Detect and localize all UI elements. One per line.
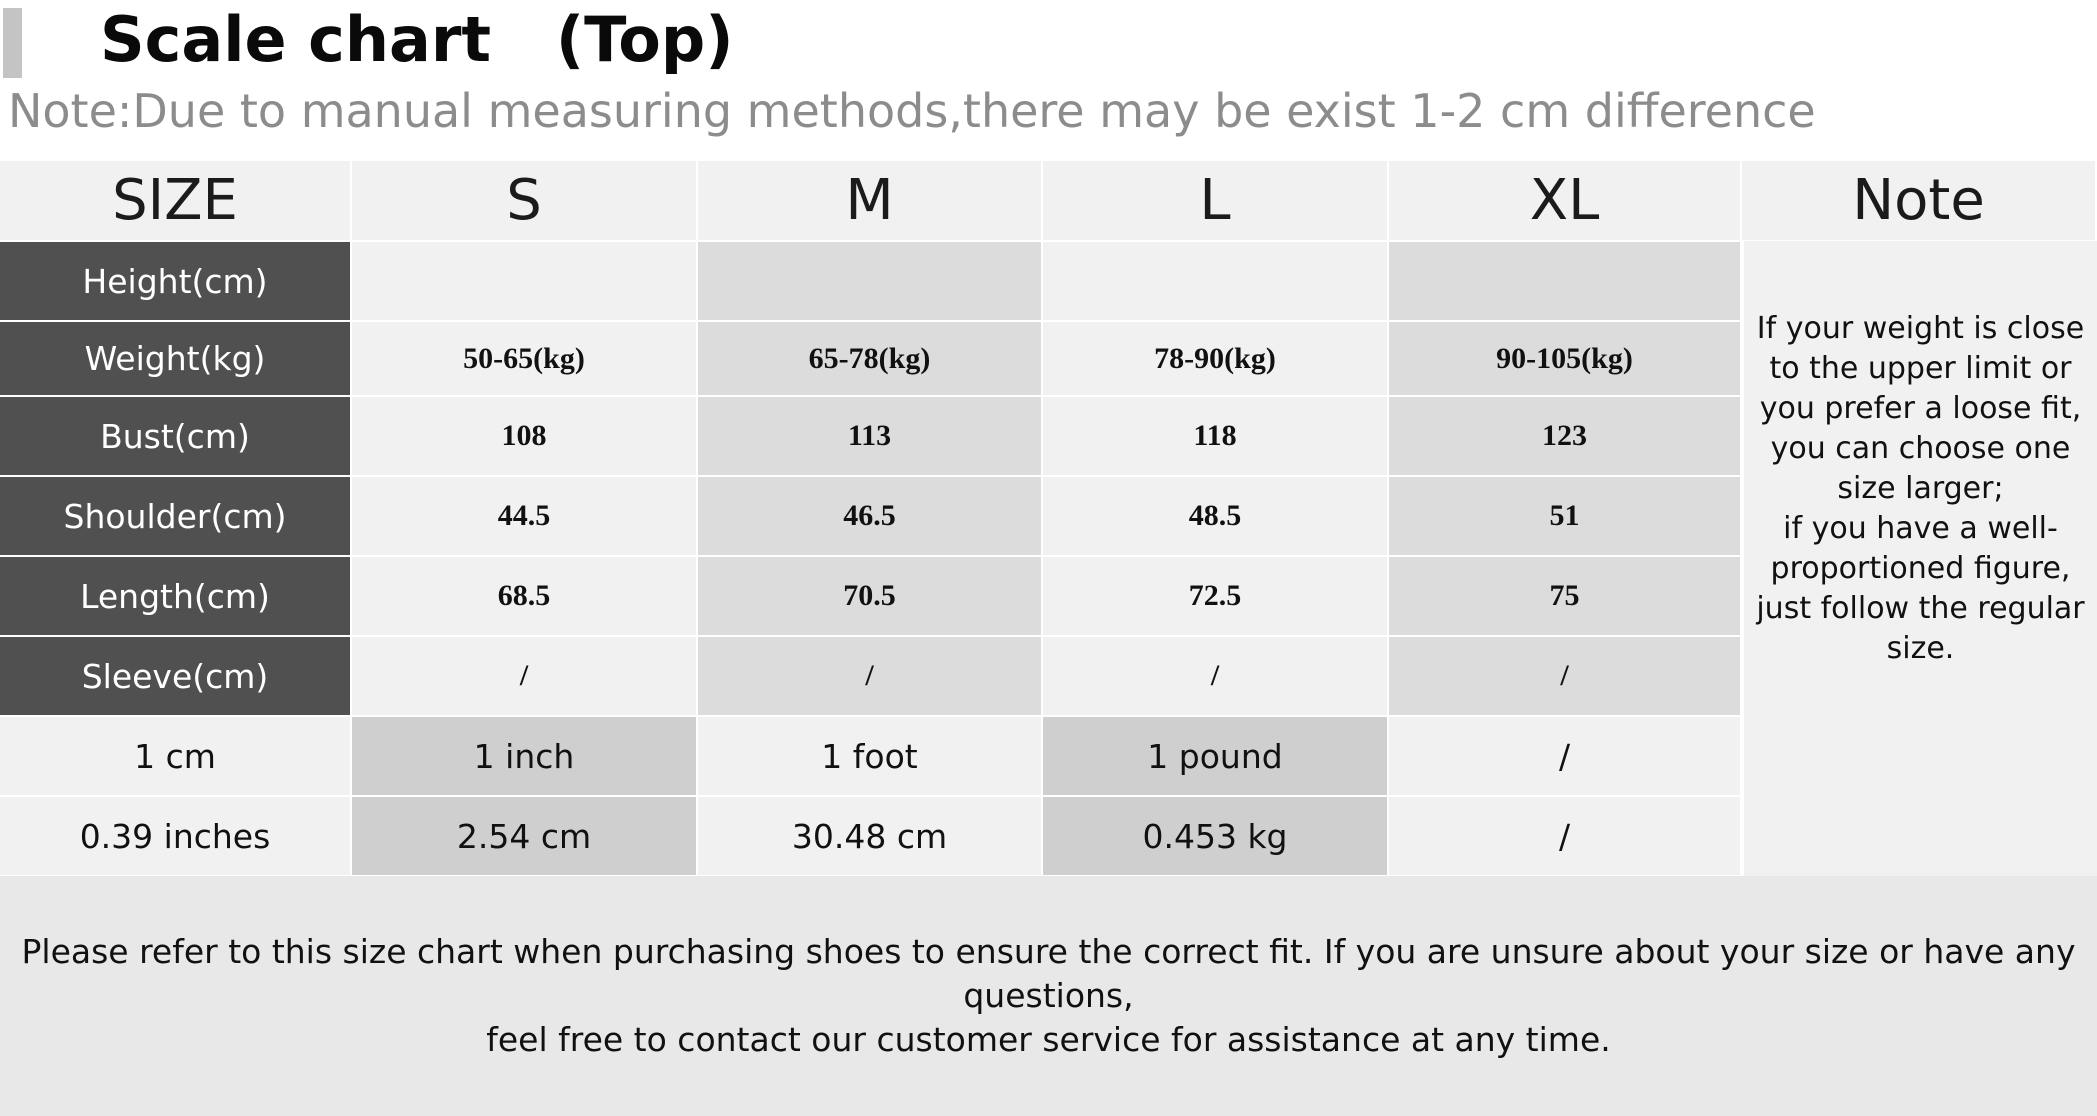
footer-notice: Please refer to this size chart when pur… (0, 876, 2097, 1116)
conversion-cell: 1 foot (698, 717, 1043, 795)
fit-advice-line: If your weight is close to the upper lim… (1756, 311, 2085, 426)
header-l: L (1043, 161, 1389, 240)
page-title: Scale chart (Top) (100, 3, 734, 76)
conversion-cell: / (1389, 717, 1742, 795)
conversion-cell: / (1389, 797, 1742, 875)
header-xl: XL (1389, 161, 1742, 240)
table-cell (352, 242, 698, 320)
row-label-weight: Weight(kg) (0, 322, 352, 395)
table-cell: 78-90(kg) (1043, 322, 1389, 395)
table-cell: 123 (1389, 397, 1742, 475)
footer-line-2: feel free to contact our customer servic… (486, 1020, 1611, 1059)
table-cell: 50-65(kg) (352, 322, 698, 395)
row-label-height: Height(cm) (0, 242, 352, 320)
row-label-shoulder: Shoulder(cm) (0, 477, 352, 555)
conversion-cell: 2.54 cm (352, 797, 698, 875)
footer-line-1: Please refer to this size chart when pur… (21, 932, 2076, 1015)
table-cell: 90-105(kg) (1389, 322, 1742, 395)
table-cell: 113 (698, 397, 1043, 475)
table-cell (1043, 242, 1389, 320)
table-cell: 68.5 (352, 557, 698, 635)
conversion-row: 1 cm 1 inch 1 foot 1 pound / (0, 715, 2097, 795)
header-note: Note (1742, 161, 2097, 240)
table-cell: / (352, 637, 698, 715)
size-chart-table: SIZE S M L XL Note Height(cm) Weight(kg)… (0, 161, 2097, 877)
table-cell: / (1389, 637, 1742, 715)
table-row: Weight(kg) 50-65(kg) 65-78(kg) 78-90(kg)… (0, 320, 2097, 395)
note-column: If your weight is close to the upper lim… (1744, 241, 2097, 877)
table-cell: 48.5 (1043, 477, 1389, 555)
conversion-cell: 1 pound (1043, 717, 1389, 795)
table-row: Length(cm) 68.5 70.5 72.5 75 (0, 555, 2097, 635)
conversion-cell: 1 inch (352, 717, 698, 795)
table-cell: 75 (1389, 557, 1742, 635)
conversion-row: 0.39 inches 2.54 cm 30.48 cm 0.453 kg / (0, 795, 2097, 875)
fit-advice-line: you can choose one size larger; (1770, 431, 2071, 506)
header-size: SIZE (0, 161, 352, 240)
table-cell: / (1043, 637, 1389, 715)
table-row: Shoulder(cm) 44.5 46.5 48.5 51 (0, 475, 2097, 555)
table-row: Sleeve(cm) / / / / (0, 635, 2097, 715)
table-cell: 65-78(kg) (698, 322, 1043, 395)
table-cell (1389, 242, 1742, 320)
header-m: M (698, 161, 1043, 240)
conversion-cell: 0.39 inches (0, 797, 352, 875)
conversion-cell: 0.453 kg (1043, 797, 1389, 875)
table-row: Bust(cm) 108 113 118 123 (0, 395, 2097, 475)
table-cell: 108 (352, 397, 698, 475)
row-label-length: Length(cm) (0, 557, 352, 635)
table-cell: 72.5 (1043, 557, 1389, 635)
table-cell: / (698, 637, 1043, 715)
table-cell (698, 242, 1043, 320)
row-label-sleeve: Sleeve(cm) (0, 637, 352, 715)
conversion-cell: 30.48 cm (698, 797, 1043, 875)
conversion-cell: 1 cm (0, 717, 352, 795)
table-header-row: SIZE S M L XL Note (0, 161, 2097, 240)
table-cell: 51 (1389, 477, 1742, 555)
header-s: S (352, 161, 698, 240)
table-cell: 70.5 (698, 557, 1043, 635)
fit-advice: If your weight is close to the upper lim… (1746, 309, 2096, 669)
table-cell: 44.5 (352, 477, 698, 555)
measurement-note: Note:Due to manual measuring methods,the… (8, 84, 1816, 138)
table-row: Height(cm) (0, 240, 2097, 320)
table-cell: 46.5 (698, 477, 1043, 555)
table-cell: 118 (1043, 397, 1389, 475)
title-accent-bar (3, 8, 22, 78)
footer-text: Please refer to this size chart when pur… (9, 930, 2089, 1062)
row-label-bust: Bust(cm) (0, 397, 352, 475)
fit-advice-line: if you have a well-proportioned figure, … (1756, 511, 2085, 666)
